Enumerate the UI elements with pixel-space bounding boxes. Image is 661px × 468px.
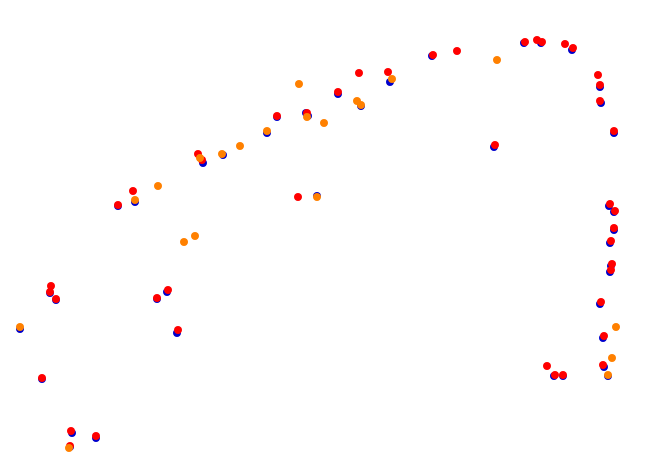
- point: [384, 68, 392, 76]
- point: [597, 298, 605, 306]
- point: [191, 232, 199, 240]
- point: [608, 260, 616, 268]
- point: [606, 200, 614, 208]
- point: [559, 371, 567, 379]
- point: [596, 81, 604, 89]
- point: [543, 362, 551, 370]
- point: [52, 295, 60, 303]
- point: [303, 113, 311, 121]
- point: [538, 38, 546, 46]
- point: [453, 47, 461, 55]
- point: [493, 56, 501, 64]
- point: [16, 323, 24, 331]
- point: [596, 97, 604, 105]
- point: [610, 224, 618, 232]
- point: [92, 432, 100, 440]
- point: [236, 142, 244, 150]
- point: [607, 266, 615, 274]
- point: [491, 141, 499, 149]
- point: [355, 69, 363, 77]
- point: [610, 127, 618, 135]
- point: [196, 154, 204, 162]
- point: [47, 282, 55, 290]
- point: [561, 40, 569, 48]
- point: [67, 427, 75, 435]
- point: [320, 119, 328, 127]
- point: [334, 88, 342, 96]
- point: [154, 182, 162, 190]
- point: [429, 51, 437, 59]
- point: [612, 323, 620, 331]
- point: [129, 187, 137, 195]
- point: [180, 238, 188, 246]
- point: [273, 112, 281, 120]
- point: [611, 207, 619, 215]
- point: [604, 371, 612, 379]
- point: [65, 444, 73, 452]
- point: [263, 127, 271, 135]
- point: [294, 193, 302, 201]
- point: [153, 294, 161, 302]
- point: [46, 288, 54, 296]
- point: [38, 374, 46, 382]
- point: [218, 150, 226, 158]
- point: [295, 80, 303, 88]
- point: [599, 361, 607, 369]
- point: [357, 101, 365, 109]
- point: [608, 354, 616, 362]
- point: [388, 75, 396, 83]
- point: [114, 201, 122, 209]
- point: [569, 44, 577, 52]
- point: [131, 196, 139, 204]
- point: [313, 193, 321, 201]
- point: [594, 71, 602, 79]
- point: [164, 286, 172, 294]
- point: [174, 326, 182, 334]
- point: [600, 332, 608, 340]
- point: [607, 237, 615, 245]
- point: [521, 38, 529, 46]
- point: [551, 371, 559, 379]
